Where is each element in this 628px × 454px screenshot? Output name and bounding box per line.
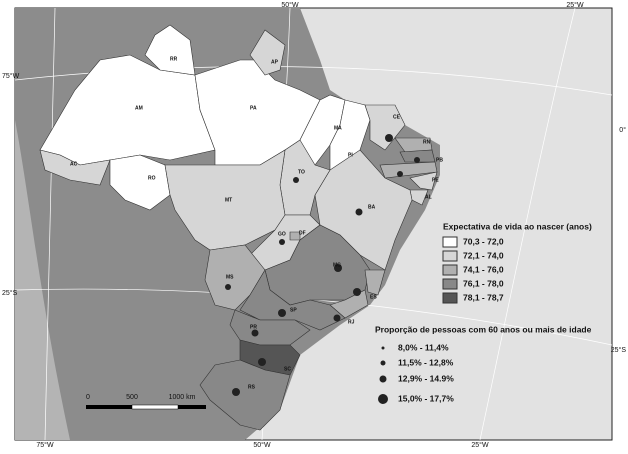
ocean-pacific — [15, 120, 70, 440]
legend-entry: 11,5% - 12,8% — [398, 357, 454, 367]
state-label: RR — [170, 56, 178, 62]
legend-swatch — [442, 264, 458, 276]
state-label: RO — [148, 175, 156, 181]
state-label: PA — [250, 105, 257, 111]
legend-elderly: Proporção de pessoas com 60 anos ou mais… — [375, 324, 592, 404]
state-label: AM — [135, 105, 143, 111]
elderly-icons — [225, 134, 420, 396]
scale-label: 1000 km — [169, 394, 196, 401]
legend-entry: 12,9% - 14.9% — [398, 373, 454, 383]
legend-swatch — [442, 292, 458, 304]
state-label: GO — [278, 231, 286, 237]
state-label: MA — [334, 125, 342, 131]
state-label: PR — [250, 324, 257, 330]
state-label: AL — [425, 194, 432, 200]
graticule-label: 25°S — [2, 289, 18, 297]
graticule-label: 25°S — [611, 346, 627, 354]
legend-entry: 8,0% - 11,4% — [398, 342, 449, 352]
graticule-label: 75°W — [2, 72, 20, 80]
state-label: MS — [226, 274, 234, 280]
state-label: ES — [370, 294, 377, 300]
legend-entry: 70,3 - 72,0 — [463, 236, 504, 246]
legend-life: Expectativa de vida ao nascer (anos) 70,… — [442, 221, 592, 304]
state-label: SC — [284, 366, 291, 372]
graticule-label: 25°W — [471, 441, 489, 449]
state-label: MT — [225, 197, 232, 203]
state-label: MG — [333, 262, 341, 268]
legend-entry: 78,1 - 78,7 — [463, 292, 504, 302]
legend-swatch — [442, 250, 458, 262]
legend-swatch — [442, 278, 458, 290]
state-label: RS — [248, 384, 256, 390]
state-label: AC — [70, 161, 78, 167]
graticule-label: 75°W — [36, 441, 54, 449]
state-label: CE — [393, 114, 401, 120]
state-label: PI — [348, 152, 353, 158]
scale-label: 0 — [86, 394, 90, 401]
state-label: TO — [298, 169, 305, 175]
graticule-label: 50°W — [281, 1, 299, 9]
legend-title: Proporção de pessoas com 60 anos ou mais… — [375, 324, 592, 334]
state-labels: RR AP AM PA MA CE RN PB PE AL PI BA TO A… — [70, 56, 443, 390]
graticule-label: 50°W — [253, 441, 271, 449]
state-label: BA — [368, 204, 376, 210]
state-label: PB — [436, 157, 443, 163]
legend-entry: 15,0% - 17,7% — [398, 393, 454, 403]
graticule-label: 0° — [619, 126, 626, 134]
legend-title: Expectativa de vida ao nascer (anos) — [443, 221, 592, 231]
state-label: PE — [432, 177, 439, 183]
graticule-label: 25°W — [566, 1, 584, 9]
state-label: RJ — [348, 319, 355, 325]
scale-label: 500 — [126, 394, 138, 401]
states — [39, 24, 438, 431]
legend-entry: 72,1 - 74,0 — [463, 250, 504, 260]
state-label: RN — [423, 139, 431, 145]
scale-bar: 0 500 1000 km — [86, 394, 206, 410]
state-label: SP — [290, 307, 297, 313]
legend-entry: 76,1 - 78,0 — [463, 278, 504, 288]
state-label: AP — [271, 59, 279, 65]
state-label: DF — [299, 230, 306, 236]
legend-swatch — [442, 236, 458, 248]
legend-entry: 74,1 - 76,0 — [463, 264, 504, 274]
